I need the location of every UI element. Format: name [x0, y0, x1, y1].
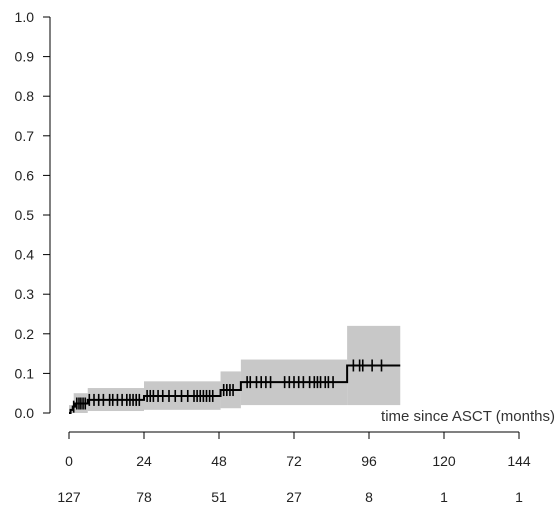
- y-tick-label: 0.4: [15, 247, 35, 263]
- axes: 0.0 0.1 0.2 0.3 0.4 0.5 0.6 0.7 0.8 0.9 1.0 0 24 48 72…: [15, 9, 531, 469]
- x-tick-label: 24: [136, 453, 152, 469]
- incidence-curve: [69, 364, 401, 414]
- at-risk-count: 1: [440, 489, 448, 505]
- at-risk-count: 27: [286, 489, 302, 505]
- at-risk-counts: 127 78 51 27 8 1 1: [57, 489, 523, 505]
- y-tick-label: 1.0: [15, 9, 35, 25]
- at-risk-count: 8: [365, 489, 373, 505]
- censor-marks: [72, 359, 383, 413]
- y-tick-label: 0.3: [15, 286, 35, 302]
- x-tick-label: 48: [211, 453, 227, 469]
- at-risk-count: 78: [136, 489, 152, 505]
- y-tick-label: 0.7: [15, 128, 35, 144]
- x-tick-label: 0: [65, 453, 73, 469]
- at-risk-count: 127: [57, 489, 81, 505]
- y-tick-label: 0.9: [15, 49, 35, 65]
- y-tick-label: 0.8: [15, 88, 35, 104]
- step-curve: [69, 364, 401, 414]
- at-risk-count: 51: [211, 489, 227, 505]
- x-tick-label: 120: [432, 453, 456, 469]
- x-tick-label: 144: [507, 453, 531, 469]
- y-tick-label: 0.1: [15, 365, 35, 381]
- at-risk-count: 1: [515, 489, 523, 505]
- x-tick-label: 96: [361, 453, 377, 469]
- y-tick-label: 0.6: [15, 167, 35, 183]
- x-axis-label: time since ASCT (months): [381, 408, 555, 425]
- y-tick-label: 0.2: [15, 326, 35, 342]
- y-tick-label: 0.5: [15, 207, 35, 223]
- y-tick-label: 0.0: [15, 405, 35, 421]
- x-tick-label: 72: [286, 453, 302, 469]
